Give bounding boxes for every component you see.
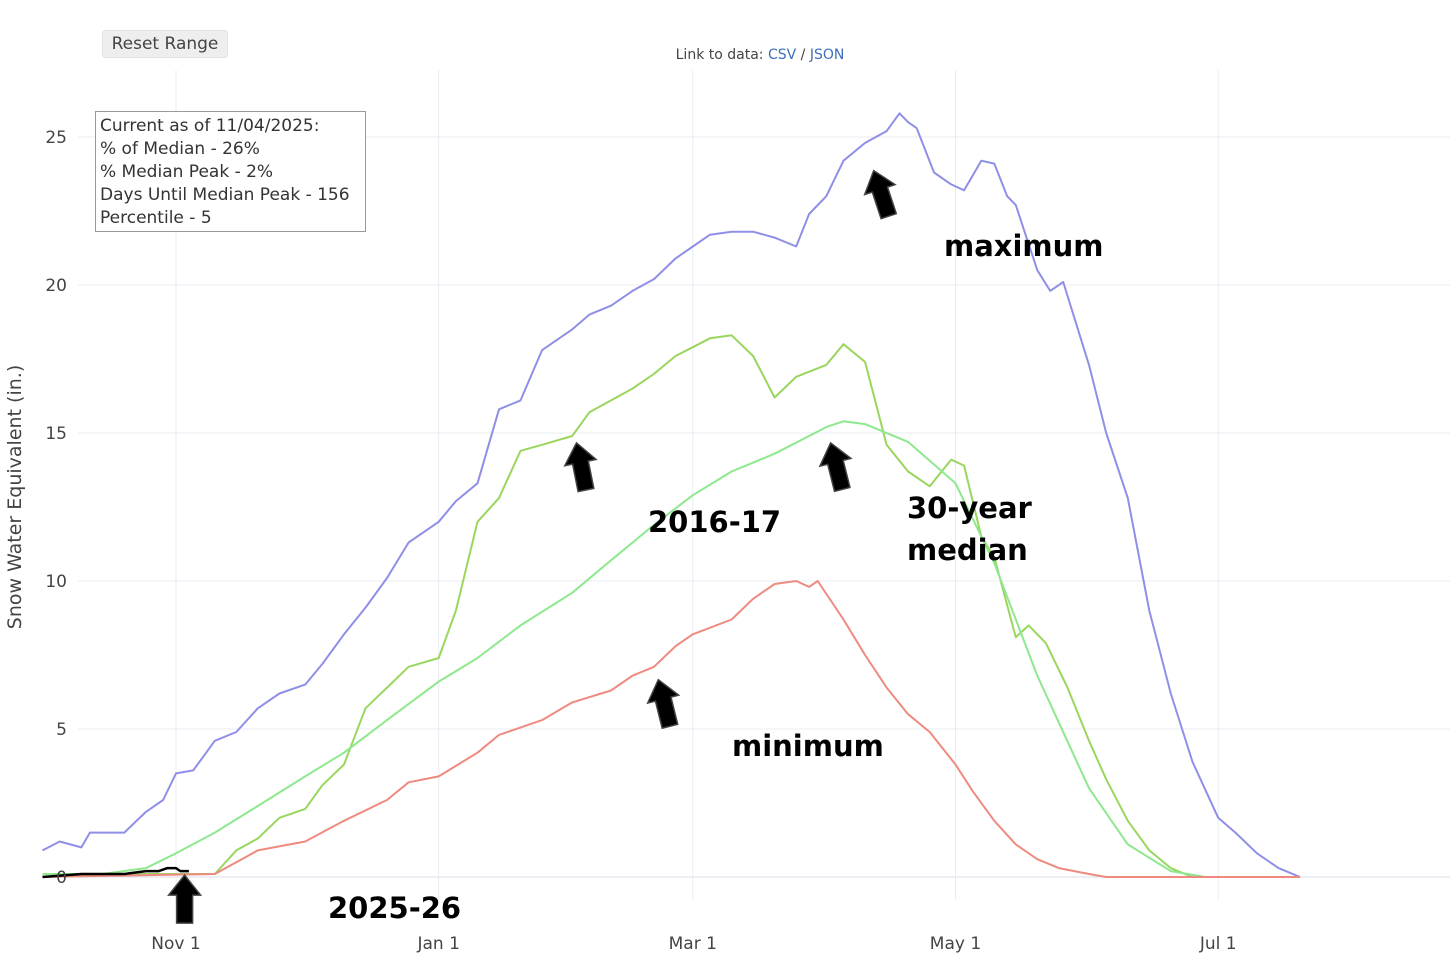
data-links-separator: / xyxy=(800,47,806,63)
series-group xyxy=(42,112,1301,879)
info-current-as-of: Current as of 11/04/2025: xyxy=(100,116,320,136)
y-tick-label: 10 xyxy=(45,572,67,592)
series-line-current xyxy=(42,866,189,879)
arrow-minimum xyxy=(646,678,681,730)
y-tick-label: 5 xyxy=(56,720,67,740)
arrow-median xyxy=(818,441,853,493)
reset-range-button[interactable]: Reset Range xyxy=(102,30,228,58)
annotation-minimum: minimum xyxy=(732,729,884,763)
annotation-2016-17: 2016-17 xyxy=(648,505,781,539)
x-tick-label: Jan 1 xyxy=(416,934,459,954)
y-tick-label: 0 xyxy=(56,868,67,888)
y-tick-label: 20 xyxy=(45,276,67,296)
y-tick-label: 25 xyxy=(45,128,67,148)
json-link[interactable]: JSON xyxy=(809,47,845,63)
x-tick-label: Nov 1 xyxy=(151,934,200,954)
annotation-arrows xyxy=(167,169,898,924)
series-line-median xyxy=(42,420,1300,878)
status-info-box: Current as of 11/04/2025: % of Median - … xyxy=(95,111,366,232)
arrow-2025-26 xyxy=(167,873,203,924)
data-links: Link to data: CSV / JSON xyxy=(600,47,920,63)
x-tick-label: May 1 xyxy=(930,934,981,954)
info-pct-median-peak: % Median Peak - 2% xyxy=(100,162,274,182)
annotation-2025-26: 2025-26 xyxy=(328,891,461,925)
annotation-median-line1: 30-year xyxy=(907,491,1033,525)
y-tick-label: 15 xyxy=(45,424,67,444)
y-axis-label: Snow Water Equivalent (in.) xyxy=(4,365,26,629)
annotation-maximum: maximum xyxy=(944,229,1104,263)
series-line-minimum xyxy=(42,580,1300,878)
series-line-wy2017 xyxy=(42,334,1300,878)
series-line-maximum xyxy=(42,112,1301,878)
annotation-median-line2: median xyxy=(907,533,1028,567)
arrow-2016-17 xyxy=(563,441,598,493)
info-percentile: Percentile - 5 xyxy=(100,208,212,228)
data-links-prefix: Link to data: xyxy=(675,47,764,63)
info-pct-of-median: % of Median - 26% xyxy=(100,139,260,159)
x-tick-label: Mar 1 xyxy=(669,934,717,954)
arrow-maximum xyxy=(863,169,898,220)
annotation-30-year-median: 30-year median xyxy=(907,491,1042,567)
csv-link[interactable]: CSV xyxy=(767,47,797,63)
info-days-until-peak: Days Until Median Peak - 156 xyxy=(100,185,350,205)
tick-labels: 0 5 10 15 20 25 Nov 1 Jan 1 Mar 1 May 1 Jul 1 xyxy=(45,128,1236,954)
x-tick-label: Jul 1 xyxy=(1199,934,1237,954)
